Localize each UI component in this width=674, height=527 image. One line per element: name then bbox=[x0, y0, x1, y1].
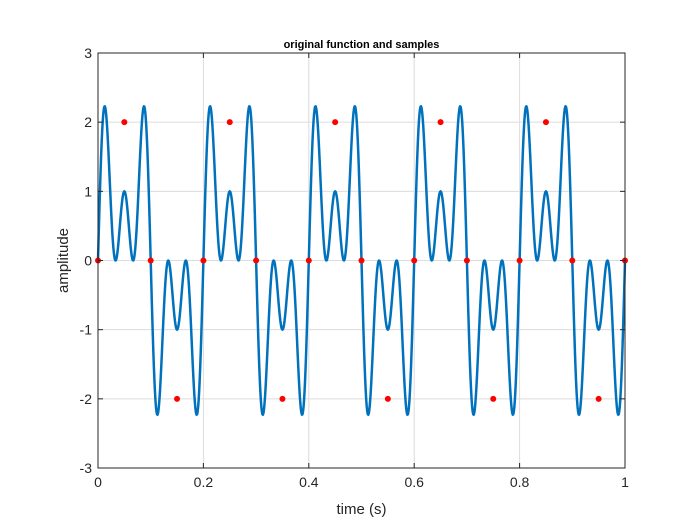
x-tick-label: 0 bbox=[94, 474, 102, 490]
x-tick-label: 0.6 bbox=[404, 474, 424, 490]
sample-point bbox=[279, 395, 286, 402]
sample-point bbox=[200, 257, 207, 264]
sample-markers bbox=[95, 119, 628, 402]
plot-area: 0 0.2 0.4 0.6 0.8 1 -3 -2 -1 0 1 2 3 bbox=[80, 45, 630, 490]
y-tick-label: 1 bbox=[84, 183, 92, 199]
sample-point bbox=[437, 119, 444, 126]
x-axis-label: time (s) bbox=[337, 501, 387, 518]
sample-point bbox=[358, 257, 365, 264]
x-tick-label: 0.4 bbox=[299, 474, 319, 490]
sample-point bbox=[384, 395, 391, 402]
y-tick-label: -1 bbox=[80, 322, 93, 338]
y-axis-ticks: -3 -2 -1 0 1 2 3 bbox=[80, 45, 625, 476]
y-tick-label: 2 bbox=[84, 114, 92, 130]
sample-point bbox=[332, 119, 339, 126]
sample-point bbox=[174, 395, 181, 402]
x-tick-label: 0.2 bbox=[194, 474, 214, 490]
sample-point bbox=[305, 257, 312, 264]
sample-point bbox=[569, 257, 576, 264]
y-tick-label: -3 bbox=[80, 460, 93, 476]
x-tick-label: 0.8 bbox=[510, 474, 530, 490]
sample-point bbox=[595, 395, 602, 402]
x-tick-label: 1 bbox=[621, 474, 629, 490]
chart-title: original function and samples bbox=[284, 39, 440, 51]
y-tick-label: 3 bbox=[84, 45, 92, 61]
sample-point bbox=[411, 257, 418, 264]
sample-point bbox=[226, 119, 233, 126]
y-axis-label: amplitude bbox=[55, 228, 72, 293]
sample-point bbox=[463, 257, 470, 264]
sample-point bbox=[147, 257, 154, 264]
sample-point bbox=[121, 119, 128, 126]
sample-point bbox=[253, 257, 260, 264]
sample-point bbox=[490, 395, 497, 402]
x-axis-ticks: 0 0.2 0.4 0.6 0.8 1 bbox=[94, 53, 629, 490]
sample-point bbox=[516, 257, 523, 264]
y-tick-label: -2 bbox=[80, 391, 93, 407]
sample-point bbox=[542, 119, 549, 126]
y-tick-label: 0 bbox=[84, 253, 92, 269]
